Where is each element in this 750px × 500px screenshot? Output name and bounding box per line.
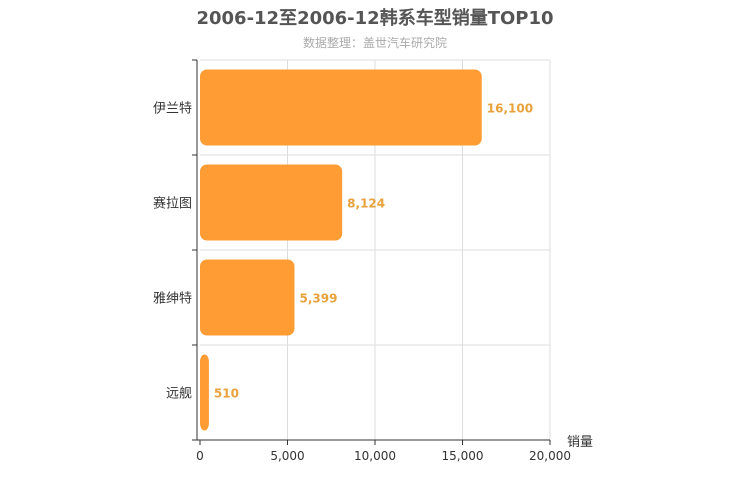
data-label: 5,399 [299,292,337,306]
x-tick-label: 10,000 [354,449,396,463]
bar [200,164,343,241]
bars-group: 16,100 8,124 5,399 510 [200,69,533,431]
category-label: 伊兰特 [153,102,192,117]
chart-subtitle: 数据整理：盖世汽车研究院 [303,35,447,50]
category-label: 雅绅特 [153,292,192,307]
x-tick-label: 15,000 [442,449,484,463]
bar [200,354,209,431]
category-label: 远舰 [166,387,192,402]
bar [200,69,482,146]
category-label: 赛拉图 [153,196,192,212]
data-label: 8,124 [347,197,385,211]
x-tick-label: 5,000 [270,449,304,463]
bar [200,259,295,336]
x-axis-unit-label: 销量 [567,435,593,450]
x-tick-label: 20,000 [529,449,571,463]
x-tick-label: 0 [196,449,204,463]
chart-title: 2006-12至2006-12韩系车型销量TOP10 [196,7,553,29]
data-label: 510 [214,387,239,401]
data-label: 16,100 [487,102,533,116]
